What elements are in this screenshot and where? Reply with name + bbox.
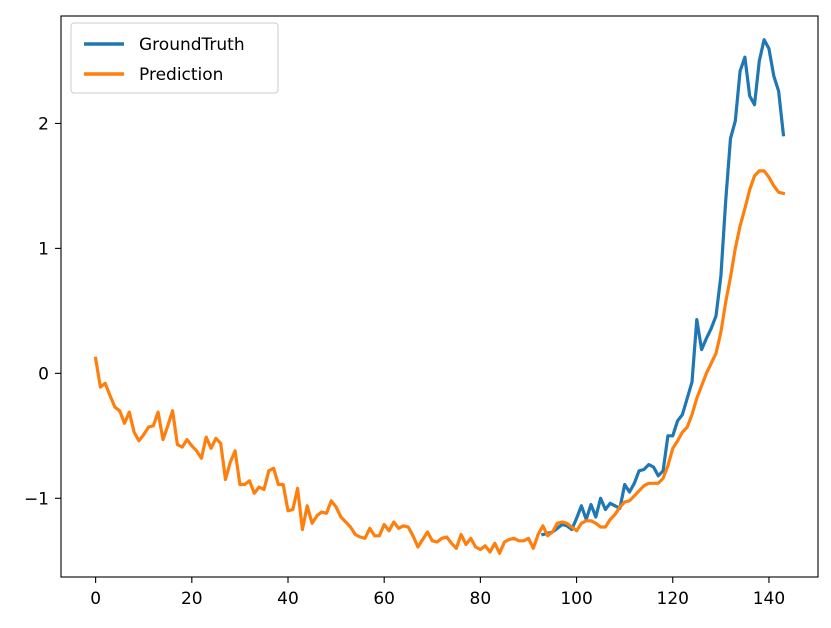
y-tick-label: −1 [24,489,49,509]
series-line-prediction [93,169,786,555]
x-tick-label: 20 [181,589,203,609]
y-tick-label: 2 [38,114,49,134]
legend: GroundTruth Prediction [70,22,279,94]
x-tick-label: 60 [373,589,395,609]
x-tick-label: 140 [753,589,785,609]
y-tick-label: 1 [38,239,49,259]
series-layer [93,38,786,555]
x-tick-label: 0 [90,589,101,609]
series-line-groundtruth [540,38,786,537]
x-axis: 0 20 40 60 80 100 120 140 [90,577,785,609]
x-tick-label: 40 [277,589,299,609]
plot-frame [60,15,819,578]
y-axis: −1 0 1 2 [24,114,61,509]
x-tick-label: 100 [560,589,592,609]
x-tick-label: 120 [657,589,689,609]
legend-label-groundtruth: GroundTruth [139,35,245,55]
x-tick-label: 80 [470,589,492,609]
y-tick-label: 0 [38,364,49,384]
legend-label-prediction: Prediction [139,65,223,85]
